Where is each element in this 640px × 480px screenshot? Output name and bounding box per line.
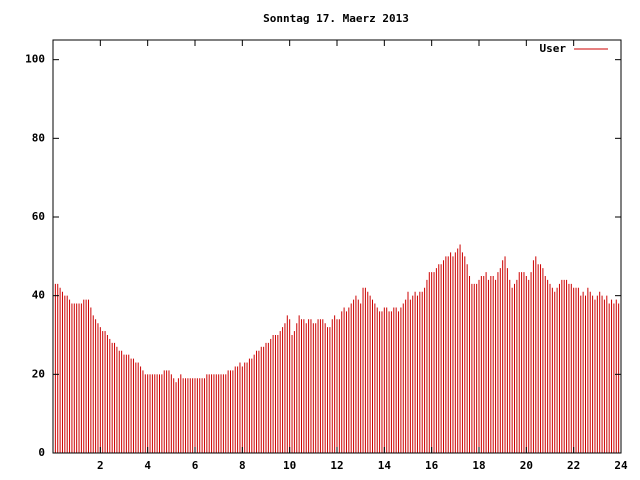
x-tick-label: 16	[425, 459, 439, 472]
y-tick-label: 40	[32, 289, 45, 302]
x-tick-label: 4	[144, 459, 151, 472]
y-tick-label: 80	[32, 131, 45, 144]
y-tick-label: 20	[32, 367, 45, 380]
legend-label: User	[540, 42, 567, 55]
x-tick-label: 24	[614, 459, 628, 472]
chart-title: Sonntag 17. Maerz 2013	[263, 12, 409, 25]
x-tick-label: 10	[283, 459, 296, 472]
y-tick-label: 0	[38, 446, 45, 459]
x-tick-label: 2	[97, 459, 104, 472]
y-tick-label: 60	[32, 210, 45, 223]
x-tick-label: 6	[192, 459, 199, 472]
x-tick-label: 14	[378, 459, 392, 472]
x-tick-label: 8	[239, 459, 246, 472]
x-tick-label: 12	[330, 459, 343, 472]
x-tick-label: 18	[472, 459, 485, 472]
x-tick-label: 20	[520, 459, 533, 472]
plot-border	[52, 39, 622, 454]
x-tick-label: 22	[567, 459, 580, 472]
y-tick-label: 100	[25, 53, 45, 66]
